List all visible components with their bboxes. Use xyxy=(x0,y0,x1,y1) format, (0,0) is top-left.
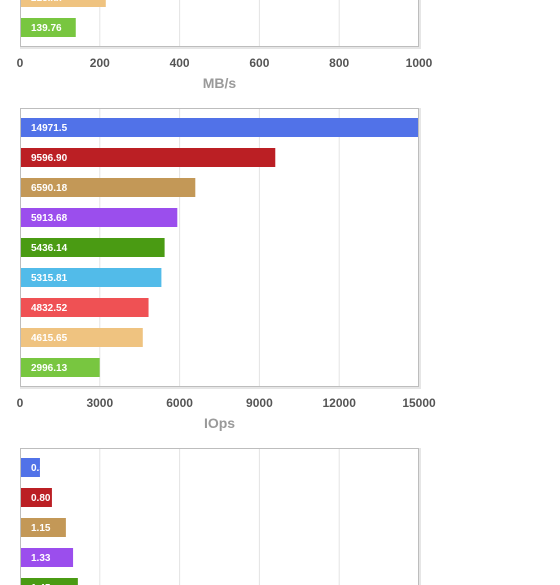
x-tick-label: 9000 xyxy=(246,396,273,410)
bar-value-label: 1.45 xyxy=(31,583,51,585)
bar xyxy=(21,458,40,477)
bar-value-label: 1.33 xyxy=(31,553,51,564)
bar xyxy=(21,178,196,197)
bar-value-label: 0.50 xyxy=(31,463,51,474)
bar xyxy=(21,488,52,507)
bar xyxy=(21,208,178,227)
bar-value-label: 0.80 xyxy=(31,493,51,504)
plot-background xyxy=(20,448,419,585)
bar xyxy=(21,148,276,167)
bar xyxy=(21,18,76,37)
bar xyxy=(21,118,419,137)
plot-background xyxy=(20,0,419,47)
bar xyxy=(21,298,149,317)
bar-value-label: 4832.52 xyxy=(31,303,68,314)
bar xyxy=(21,328,143,347)
bar-value-label: 139.76 xyxy=(31,23,62,34)
bar xyxy=(21,358,100,377)
bar xyxy=(21,518,66,537)
chart-0: 215.xx 139.76 0 200 400 600 800 1000 MB/s xyxy=(17,0,433,91)
plot-frame xyxy=(20,448,419,585)
bar-value-label: 9596.90 xyxy=(31,153,68,164)
x-tick-label: 15000 xyxy=(402,396,436,410)
x-tick-label: 0 xyxy=(17,56,24,70)
bar-value-label: 5315.81 xyxy=(31,273,68,284)
bar-value-label: 1.15 xyxy=(31,523,51,534)
x-tick-label: 800 xyxy=(329,56,349,70)
x-tick-label: 0 xyxy=(17,396,24,410)
x-axis-title: IOps xyxy=(204,415,235,431)
bar-value-label: 215.xx xyxy=(31,0,62,4)
bar xyxy=(21,268,162,287)
bar xyxy=(21,578,78,585)
x-tick-label: 12000 xyxy=(323,396,357,410)
bar-value-label: 2996.13 xyxy=(31,363,68,374)
x-tick-label: 400 xyxy=(170,56,190,70)
x-tick-label: 600 xyxy=(249,56,269,70)
plot-frame xyxy=(20,0,419,47)
bar-value-label: 6590.18 xyxy=(31,183,68,194)
bar-value-label: 14971.5 xyxy=(31,123,68,134)
bar xyxy=(21,238,165,257)
x-tick-label: 200 xyxy=(90,56,110,70)
plot-frame xyxy=(20,108,419,387)
x-tick-label: 1000 xyxy=(406,56,433,70)
chart-1: 14971.5 9596.90 6590.18 5913.68 5436.14 5315.… xyxy=(17,108,436,431)
x-tick-label: 6000 xyxy=(166,396,193,410)
bar-value-label: 5913.68 xyxy=(31,213,68,224)
bar-value-label: 5436.14 xyxy=(31,243,68,254)
x-tick-label: 3000 xyxy=(86,396,113,410)
bar-value-label: 4615.65 xyxy=(31,333,68,344)
chart-2: 0.50 0.80 1.15 1.33 1.45 xyxy=(20,448,421,585)
bar xyxy=(21,548,74,567)
bar xyxy=(21,0,106,7)
x-axis-title: MB/s xyxy=(203,75,237,91)
